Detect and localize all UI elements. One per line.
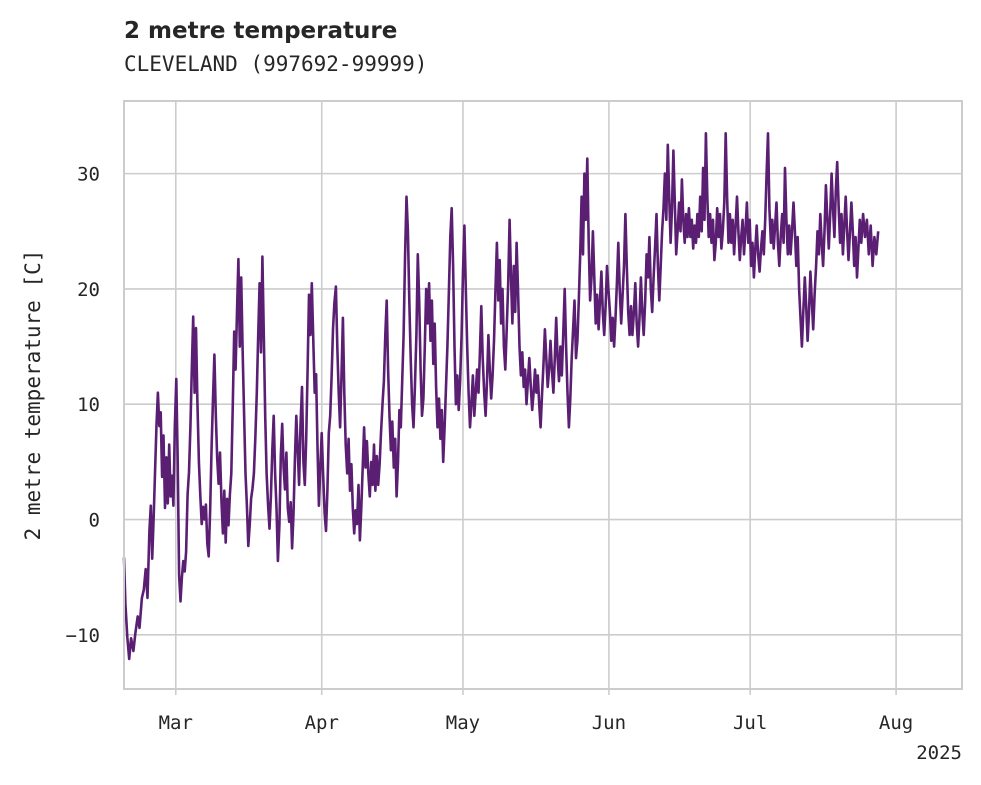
x-tick-label: Mar bbox=[159, 712, 193, 734]
x-axis-ticks: Mar Apr May Jun Jul Aug bbox=[159, 689, 913, 734]
grid-lines bbox=[124, 101, 962, 689]
x-tick-label: May bbox=[446, 712, 480, 734]
plot-frame bbox=[123, 100, 963, 690]
y-tick-label: 20 bbox=[77, 279, 100, 301]
y-tick-label: 10 bbox=[77, 394, 100, 416]
y-axis-ticks: −10 0 10 20 30 bbox=[66, 164, 100, 647]
series-layer bbox=[122, 132, 880, 661]
chart-subtitle: CLEVELAND (997692-99999) bbox=[124, 52, 428, 76]
x-tick-label: Jun bbox=[592, 712, 626, 734]
x-tick-label: Aug bbox=[879, 712, 913, 734]
x-tick-label: Jul bbox=[733, 712, 767, 734]
y-tick-label: 30 bbox=[77, 164, 100, 186]
series-line-temperature bbox=[122, 132, 880, 661]
y-axis-label: 2 metre temperature [C] bbox=[21, 250, 45, 541]
x-axis-year-label: 2025 bbox=[916, 742, 962, 764]
chart-title: 2 metre temperature bbox=[124, 18, 398, 44]
y-tick-label: 0 bbox=[89, 510, 100, 532]
y-tick-label: −10 bbox=[66, 625, 100, 647]
x-tick-label: Apr bbox=[305, 712, 339, 734]
